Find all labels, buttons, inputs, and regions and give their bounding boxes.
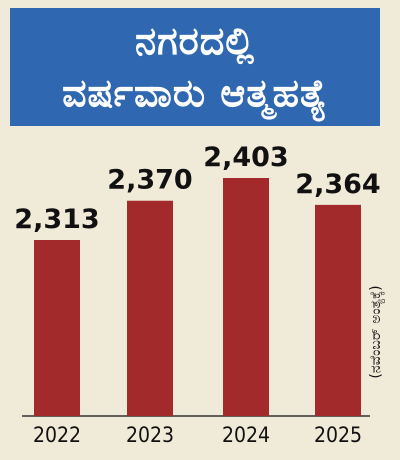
year-label-2025: 2025 — [314, 423, 362, 447]
bar-2024 — [223, 178, 269, 416]
year-label-2022: 2022 — [33, 423, 81, 447]
bar-2023 — [127, 200, 173, 416]
chart-title-line-1: ನಗರದಲ್ಲಿ — [134, 19, 256, 63]
chart-title-line-2: ವರ್ಷವಾರು ಆತ್ಮಹತ್ಯೆ — [62, 71, 328, 115]
value-label-2022: 2,313 — [14, 204, 99, 235]
value-label-2023: 2,370 — [107, 165, 192, 196]
bar-2022 — [34, 240, 80, 416]
chart-note: (ನವೆಂಬರ್‌ ಅಂತ್ಯಕ್ಕೆ) — [368, 285, 385, 378]
year-labels-group: 2022 2023 2024 2025 — [33, 423, 362, 447]
bar-2025 — [315, 204, 361, 416]
bars-group — [34, 178, 361, 416]
value-label-2025: 2,364 — [295, 169, 380, 200]
year-label-2024: 2024 — [222, 423, 270, 447]
chart-title-box: ನಗರದಲ್ಲಿ ವರ್ಷವಾರು ಆತ್ಮಹತ್ಯೆ — [10, 8, 380, 126]
value-label-2024: 2,403 — [203, 142, 288, 173]
year-label-2023: 2023 — [126, 423, 174, 447]
